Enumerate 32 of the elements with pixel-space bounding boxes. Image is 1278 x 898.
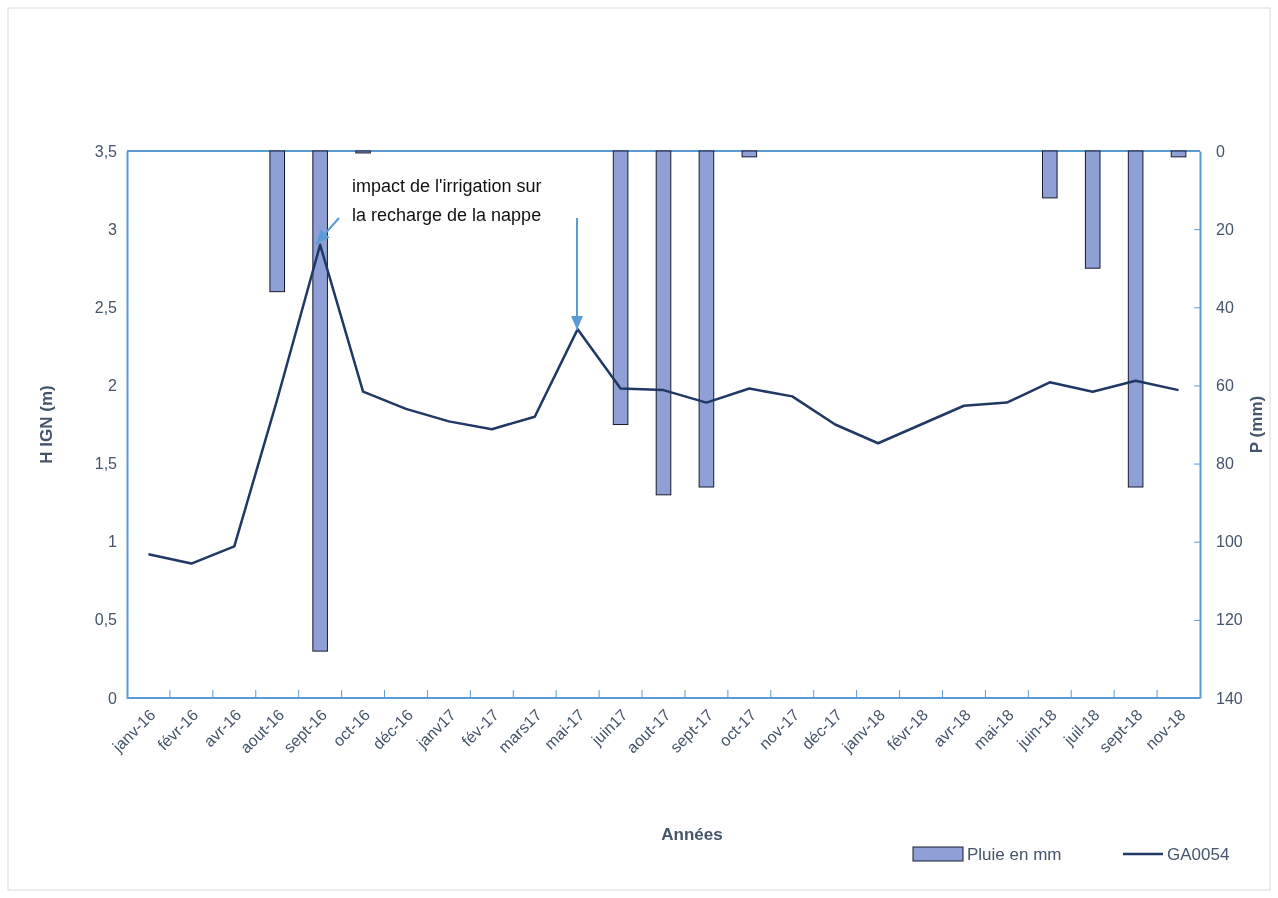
y2-tick-label: 140 bbox=[1216, 689, 1243, 707]
bar bbox=[741, 150, 758, 158]
y2-tick-label: 0 bbox=[1216, 142, 1225, 160]
legend-label: Pluie en mm bbox=[967, 845, 1062, 864]
bar bbox=[1041, 150, 1058, 199]
bar bbox=[1170, 150, 1187, 158]
bar bbox=[1084, 150, 1101, 269]
bar bbox=[269, 150, 286, 293]
bar bbox=[698, 150, 715, 488]
y-axis-title: H IGN (m) bbox=[37, 385, 56, 464]
y-tick-label: 1,5 bbox=[94, 455, 118, 473]
annotation: impact de l'irrigation sur la recharge de la nappe bbox=[352, 176, 542, 225]
y-tick-label: 2 bbox=[108, 377, 118, 395]
y-tick-label: 1 bbox=[108, 533, 118, 551]
y2-tick-label: 100 bbox=[1216, 533, 1243, 551]
y-tick-label: 3,5 bbox=[94, 142, 118, 160]
bar bbox=[612, 150, 629, 425]
y-tick-label: 0,5 bbox=[94, 611, 118, 629]
legend-label: GA0054 bbox=[1167, 845, 1230, 864]
bar bbox=[1127, 150, 1144, 488]
bar bbox=[655, 150, 672, 496]
bar bbox=[312, 150, 328, 652]
y2-tick-label: 20 bbox=[1216, 220, 1234, 238]
y2-axis-title: P (mm) bbox=[1247, 395, 1266, 454]
y2-tick-label: 60 bbox=[1216, 377, 1234, 395]
y2-tick-label: 40 bbox=[1216, 298, 1234, 316]
y-tick-label: 0 bbox=[108, 689, 118, 707]
y2-tick-label: 120 bbox=[1216, 611, 1243, 629]
y2-tick-label: 80 bbox=[1216, 455, 1234, 473]
x-axis-title: Années bbox=[661, 825, 723, 844]
y-tick-label: 2,5 bbox=[94, 298, 118, 316]
y-tick-label: 3 bbox=[108, 220, 118, 238]
